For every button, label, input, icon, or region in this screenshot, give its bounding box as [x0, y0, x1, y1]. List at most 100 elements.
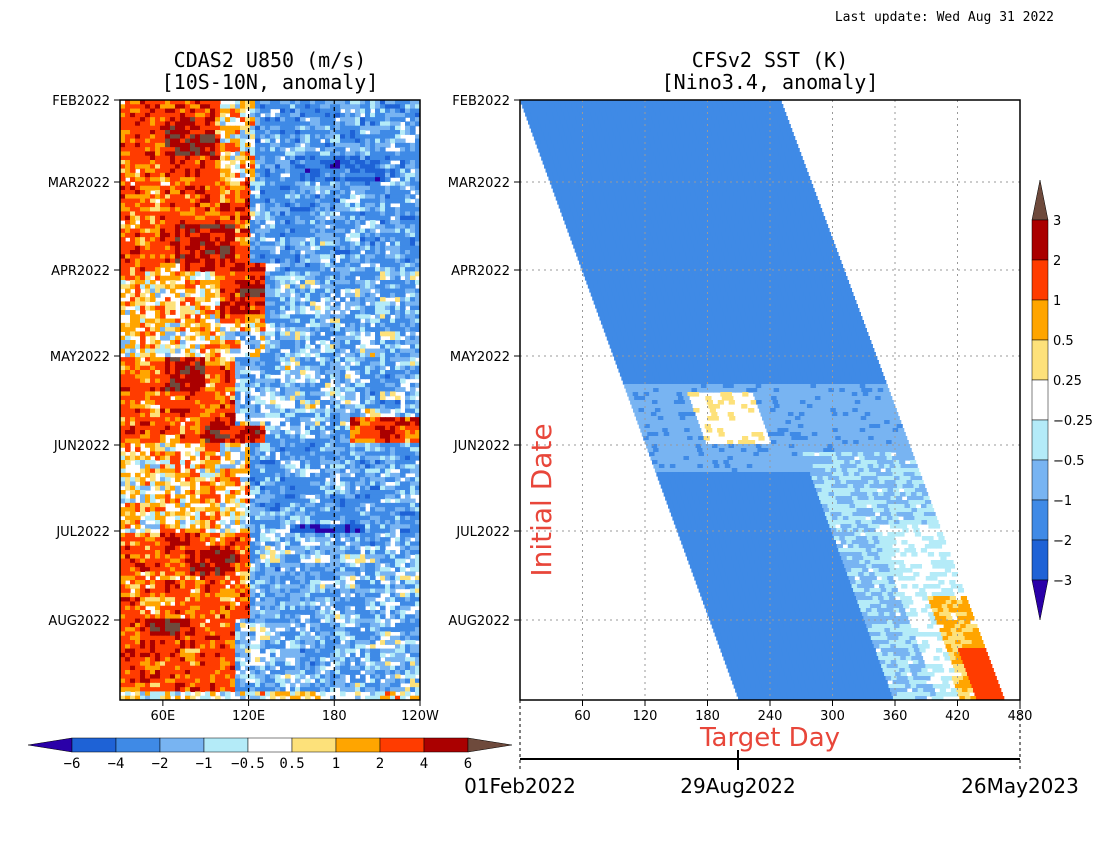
u850-cell	[290, 421, 296, 427]
u850-cell	[410, 314, 416, 320]
u850-cell	[165, 228, 171, 234]
u850-cell	[275, 430, 281, 435]
u850-cell	[285, 215, 291, 221]
u850-cell	[215, 125, 221, 131]
u850-cell	[370, 455, 376, 461]
u850-cell	[135, 198, 141, 204]
u850-cell	[350, 477, 356, 483]
u850-cell	[230, 421, 236, 427]
u850-cell	[285, 395, 291, 401]
u850-cell	[400, 292, 406, 298]
u850-cell	[180, 245, 186, 251]
u850-cell	[410, 241, 416, 247]
u850-cell	[255, 395, 261, 401]
u850-cell	[255, 464, 261, 470]
u850-cell	[340, 220, 346, 225]
u850-cell	[240, 331, 246, 337]
u850-cell	[165, 412, 171, 418]
u850-cell	[165, 168, 171, 174]
u850-cell	[390, 477, 396, 483]
u850-cell	[385, 400, 391, 405]
u850-cell	[210, 138, 216, 144]
u850-cell	[335, 357, 341, 363]
u850-cell	[405, 177, 411, 183]
u850-cell	[225, 361, 231, 367]
u850-cell	[390, 155, 396, 161]
u850-cell	[295, 357, 301, 363]
u850-cell	[215, 472, 221, 478]
u850-cell	[405, 365, 411, 371]
u850-cell	[130, 412, 136, 418]
u850-cell	[285, 104, 291, 110]
u850-cell	[280, 100, 286, 105]
u850-cell	[160, 447, 166, 453]
u850-cell	[220, 442, 226, 448]
u850-cell	[325, 498, 331, 504]
u850-cell	[245, 198, 251, 204]
u850-cell	[350, 258, 356, 264]
u850-cell	[175, 284, 181, 290]
u850-cell	[280, 224, 286, 230]
u850-cell	[255, 151, 261, 157]
u850-cell	[125, 275, 131, 281]
u850-cell	[125, 378, 131, 384]
u850-cell	[330, 142, 336, 148]
u850-cell	[160, 284, 166, 290]
u850-cell	[235, 155, 241, 161]
u850-cell	[315, 254, 321, 260]
u850-cell	[410, 284, 416, 290]
u850-cell	[130, 292, 136, 298]
u850-cell	[220, 168, 226, 174]
u850-cell	[225, 190, 231, 195]
u850-cell	[155, 421, 161, 427]
u850-cell	[365, 280, 371, 285]
u850-cell	[145, 220, 151, 225]
u850-cell	[290, 202, 296, 208]
u850-cell	[355, 142, 361, 148]
u850-cell	[355, 147, 361, 153]
u850-cell	[380, 220, 386, 225]
u850-cell	[415, 408, 420, 414]
u850-cell	[365, 237, 371, 243]
u850-cell	[395, 155, 401, 161]
u850-cell	[360, 365, 366, 371]
u850-cell	[380, 322, 386, 328]
u850-cell	[185, 468, 191, 474]
u850-cell	[355, 262, 361, 268]
u850-cell	[395, 121, 401, 127]
u850-cell	[315, 485, 321, 491]
u850-cell	[120, 177, 126, 183]
u850-cell	[410, 181, 416, 187]
u850-cell	[180, 327, 186, 333]
u850-cell	[290, 382, 296, 388]
u850-cell	[340, 245, 346, 251]
u850-cell	[130, 215, 136, 221]
u850-cell	[340, 117, 346, 123]
u850-cell	[230, 220, 236, 225]
u850-cell	[280, 125, 286, 131]
u850-cell	[190, 241, 196, 247]
u850-cell	[220, 395, 226, 401]
u850-cell	[175, 130, 181, 135]
u850-cell	[150, 305, 156, 311]
u850-cell	[290, 215, 296, 221]
u850-cell	[360, 425, 366, 431]
u850-cell	[125, 340, 131, 345]
u850-cell	[410, 451, 416, 457]
u850-cell	[125, 228, 131, 234]
u850-cell	[275, 181, 281, 187]
u850-cell	[210, 232, 216, 238]
u850-cell	[310, 224, 316, 230]
u850-cell	[415, 211, 420, 217]
u850-cell	[365, 142, 371, 148]
u850-cell	[250, 211, 256, 217]
u850-cell	[135, 155, 141, 161]
u850-cell	[175, 361, 181, 367]
u850-cell	[250, 490, 256, 495]
u850-cell	[195, 344, 201, 350]
u850-cell	[395, 310, 401, 315]
u850-cell	[320, 202, 326, 208]
u850-cell	[360, 185, 366, 191]
u850-cell	[130, 417, 136, 423]
u850-cell	[135, 460, 141, 465]
